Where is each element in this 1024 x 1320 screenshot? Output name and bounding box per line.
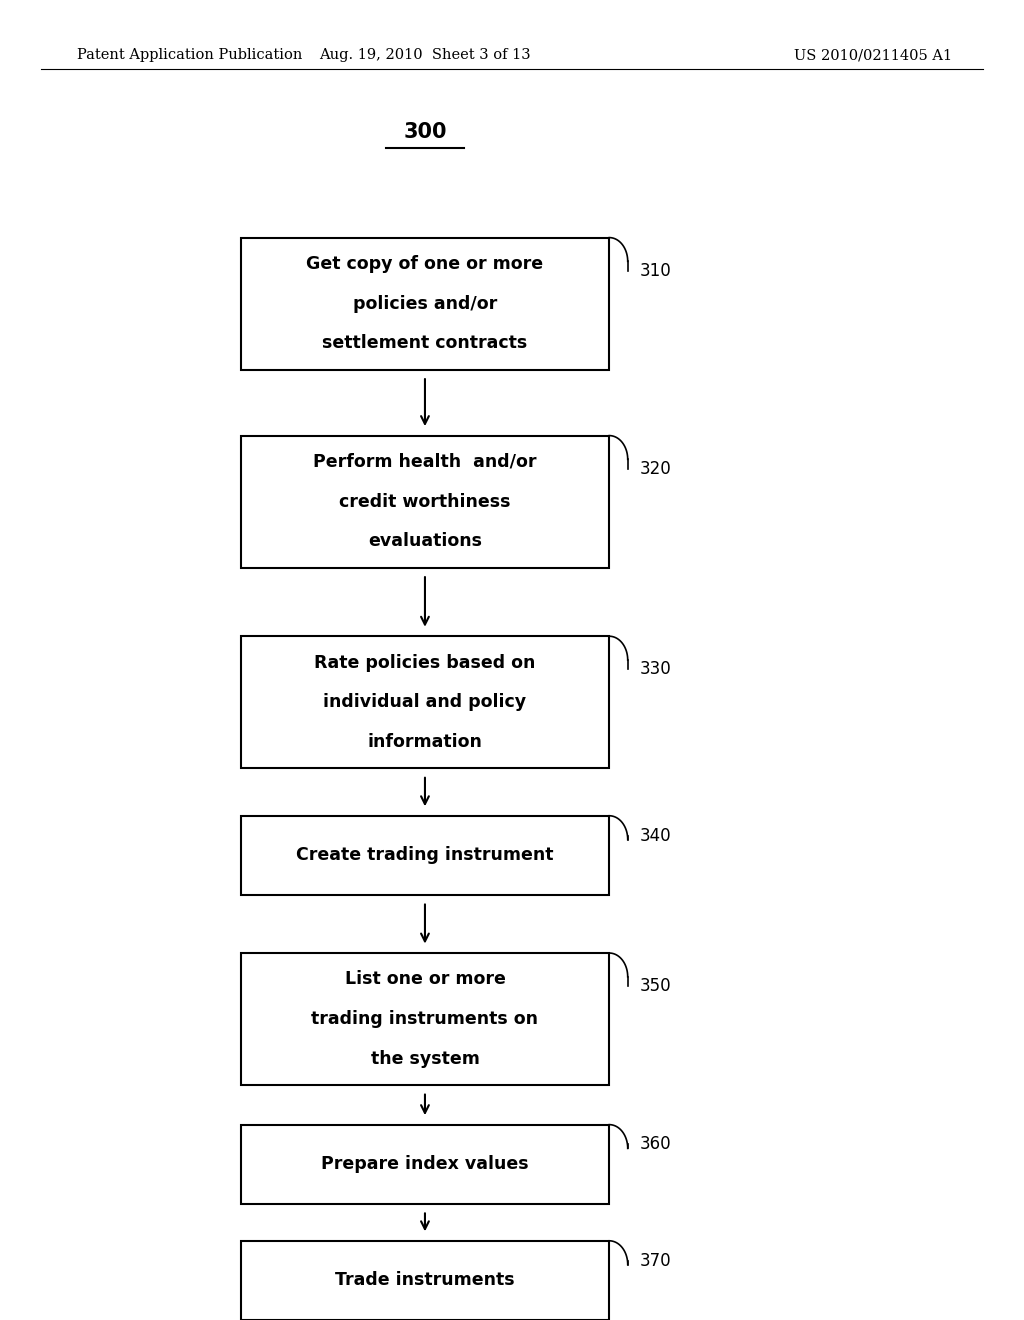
Text: List one or more: List one or more [344, 970, 506, 989]
Text: Get copy of one or more: Get copy of one or more [306, 255, 544, 273]
FancyBboxPatch shape [241, 953, 609, 1085]
Text: 350: 350 [640, 977, 672, 995]
Text: Trade instruments: Trade instruments [335, 1271, 515, 1290]
Text: 310: 310 [640, 261, 672, 280]
FancyBboxPatch shape [241, 436, 609, 568]
Text: trading instruments on: trading instruments on [311, 1010, 539, 1028]
Text: 330: 330 [640, 660, 672, 678]
Text: US 2010/0211405 A1: US 2010/0211405 A1 [795, 49, 952, 62]
FancyBboxPatch shape [241, 1241, 609, 1320]
Text: evaluations: evaluations [368, 532, 482, 550]
FancyBboxPatch shape [241, 636, 609, 768]
Text: the system: the system [371, 1049, 479, 1068]
FancyBboxPatch shape [241, 238, 609, 370]
Text: information: information [368, 733, 482, 751]
Text: Create trading instrument: Create trading instrument [296, 846, 554, 865]
Text: 320: 320 [640, 459, 672, 478]
Text: 360: 360 [640, 1135, 672, 1154]
Text: Perform health  and/or: Perform health and/or [313, 453, 537, 471]
Text: Rate policies based on: Rate policies based on [314, 653, 536, 672]
Text: Patent Application Publication: Patent Application Publication [77, 49, 302, 62]
Text: credit worthiness: credit worthiness [339, 492, 511, 511]
Text: 340: 340 [640, 826, 672, 845]
Text: individual and policy: individual and policy [324, 693, 526, 711]
FancyBboxPatch shape [241, 1125, 609, 1204]
Text: policies and/or: policies and/or [353, 294, 497, 313]
Text: 370: 370 [640, 1251, 672, 1270]
Text: Prepare index values: Prepare index values [322, 1155, 528, 1173]
Text: Aug. 19, 2010  Sheet 3 of 13: Aug. 19, 2010 Sheet 3 of 13 [319, 49, 530, 62]
Text: 300: 300 [403, 121, 446, 143]
Text: settlement contracts: settlement contracts [323, 334, 527, 352]
FancyBboxPatch shape [241, 816, 609, 895]
